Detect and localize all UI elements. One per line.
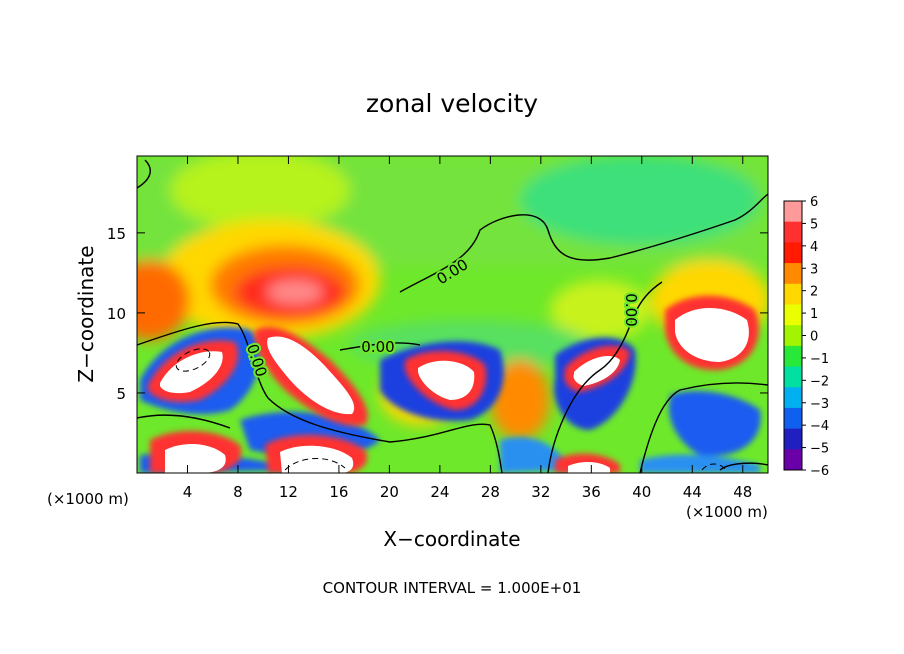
y-ticks: 5 10 15 xyxy=(107,225,768,403)
colorbar-tick-label: 2 xyxy=(810,285,818,300)
x-tick-label: 40 xyxy=(632,483,651,501)
colorbar-swatch xyxy=(784,407,802,430)
chart-title: zonal velocity xyxy=(366,89,538,118)
colorbar-swatch xyxy=(784,304,802,326)
colorbar-swatch xyxy=(784,201,802,223)
x-tick-label: 8 xyxy=(233,483,243,501)
colorbar-tick-label: −4 xyxy=(810,419,829,434)
contour-interval-note: CONTOUR INTERVAL = 1.000E+01 xyxy=(323,579,582,597)
colorbar-swatch xyxy=(784,325,802,347)
colorbar-swatch xyxy=(784,221,802,243)
colorbar-tick-label: −2 xyxy=(810,374,829,389)
colorbar-tick-label: −1 xyxy=(810,352,829,367)
x-tick-label: 20 xyxy=(380,483,399,501)
colorbar-swatch xyxy=(784,449,802,471)
x-tick-label: 44 xyxy=(683,483,702,501)
colorbar-tick-label: 3 xyxy=(810,262,818,277)
colorbar-tick-label: 4 xyxy=(810,240,818,255)
colorbar-tick-label: −6 xyxy=(810,464,829,479)
y-tick-label: 10 xyxy=(107,305,126,323)
colorbar-swatch xyxy=(784,283,802,305)
contour-label: 0.00 xyxy=(622,293,640,326)
colorbar-tick-label: 0 xyxy=(810,330,818,345)
colorbar: 6 5 4 3 2 1 0 −1 −2 −3 −4 −5 −6 xyxy=(783,195,829,479)
colorbar-swatch xyxy=(784,387,802,409)
colorbar-tick-label: 6 xyxy=(810,195,818,210)
heatmap-field xyxy=(137,156,768,473)
colorbar-tick-label: 1 xyxy=(810,307,818,322)
colorbar-swatch xyxy=(784,263,802,285)
x-axis-label: X−coordinate xyxy=(383,527,520,551)
colorbar-tick-label: −5 xyxy=(810,442,829,457)
x-ticks: 4 8 12 16 20 24 28 32 36 40 44 48 xyxy=(183,156,752,501)
contour-label: 0.00 xyxy=(361,338,394,356)
x-tick-label: 36 xyxy=(582,483,601,501)
x-tick-label: 4 xyxy=(183,483,193,501)
colorbar-tick-label: −3 xyxy=(810,397,829,412)
x-tick-label: 32 xyxy=(531,483,550,501)
x-tick-label: 48 xyxy=(733,483,752,501)
colorbar-swatch xyxy=(784,345,802,368)
plot-frame xyxy=(136,155,769,474)
x-unit-right: (×1000 m) xyxy=(686,503,768,521)
x-tick-label: 28 xyxy=(481,483,500,501)
x-tick-label: 24 xyxy=(430,483,449,501)
colorbar-swatch xyxy=(784,366,802,388)
x-unit-left: (×1000 m) xyxy=(47,490,129,508)
x-tick-label: 12 xyxy=(279,483,298,501)
colorbar-swatch xyxy=(784,428,802,450)
colorbar-tick-label: 5 xyxy=(810,217,818,232)
y-axis-label: Z−coordinate xyxy=(74,245,98,382)
colorbar-swatch xyxy=(784,242,802,264)
y-tick-label: 5 xyxy=(116,385,126,403)
x-tick-label: 16 xyxy=(329,483,348,501)
y-tick-label: 15 xyxy=(107,225,126,243)
